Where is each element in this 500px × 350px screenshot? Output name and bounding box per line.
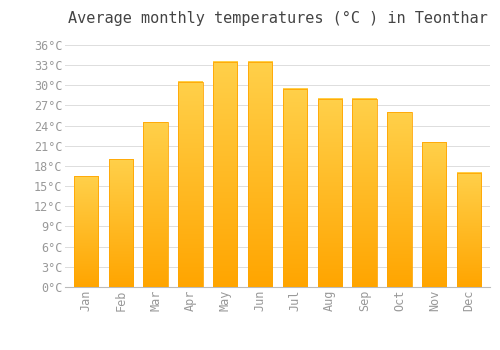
Bar xyxy=(318,99,342,287)
Bar xyxy=(282,89,307,287)
Bar xyxy=(144,122,168,287)
Bar xyxy=(74,176,98,287)
Bar xyxy=(213,62,238,287)
Bar xyxy=(352,99,377,287)
Bar xyxy=(248,62,272,287)
Bar xyxy=(422,142,446,287)
Bar xyxy=(457,173,481,287)
Title: Average monthly temperatures (°C ) in Teonthar: Average monthly temperatures (°C ) in Te… xyxy=(68,11,488,26)
Bar xyxy=(108,159,133,287)
Bar xyxy=(387,112,411,287)
Bar xyxy=(178,82,203,287)
